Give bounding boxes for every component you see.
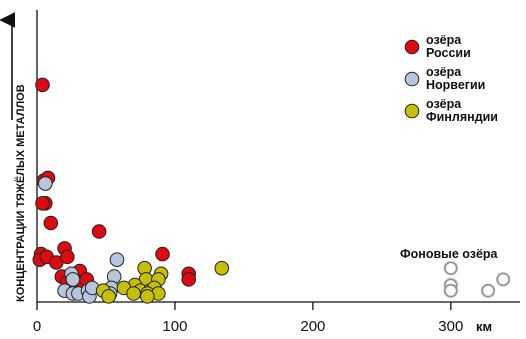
data-point	[126, 286, 141, 301]
data-point	[35, 196, 50, 211]
data-point	[496, 272, 511, 287]
x-axis-unit-label: км	[476, 319, 492, 334]
legend-marker	[404, 103, 420, 119]
y-axis-label-group: КОНЦЕНТРАЦИИ ТЯЖЁЛЫХ МЕТАЛЛОВ	[0, 12, 27, 302]
data-point	[181, 272, 196, 287]
legend: озёра России озёра Норвегии озёра Финляндии	[404, 33, 498, 124]
data-point	[91, 224, 107, 239]
data-point	[43, 215, 59, 231]
data-point	[443, 261, 458, 276]
data-point	[60, 249, 75, 265]
x-ticks: 0 100 200 300	[33, 302, 463, 335]
data-point	[38, 176, 53, 191]
x-tick-label: 300	[438, 318, 463, 335]
data-point	[214, 260, 230, 276]
legend-label: озёра России	[426, 33, 471, 60]
x-tick-label: 100	[162, 318, 187, 335]
data-point	[155, 246, 170, 262]
data-point	[443, 283, 458, 298]
background-lakes-label: Фоновые озёра	[400, 247, 499, 261]
legend-label: озёра Финляндии	[426, 97, 498, 124]
legend-marker	[404, 71, 420, 87]
y-axis-label: КОНЦЕНТРАЦИИ ТЯЖЁЛЫХ МЕТАЛЛОВ	[14, 84, 27, 302]
legend-marker	[404, 39, 420, 55]
data-point	[481, 283, 496, 298]
data-point	[101, 289, 116, 304]
x-tick-label: 0	[33, 318, 41, 335]
legend-label: озёра Норвегии	[426, 65, 485, 92]
data-point	[109, 252, 125, 268]
x-tick-label: 200	[300, 318, 325, 335]
data-point	[65, 272, 81, 287]
data-points	[32, 77, 511, 304]
data-point	[35, 77, 50, 93]
data-point	[140, 289, 155, 304]
